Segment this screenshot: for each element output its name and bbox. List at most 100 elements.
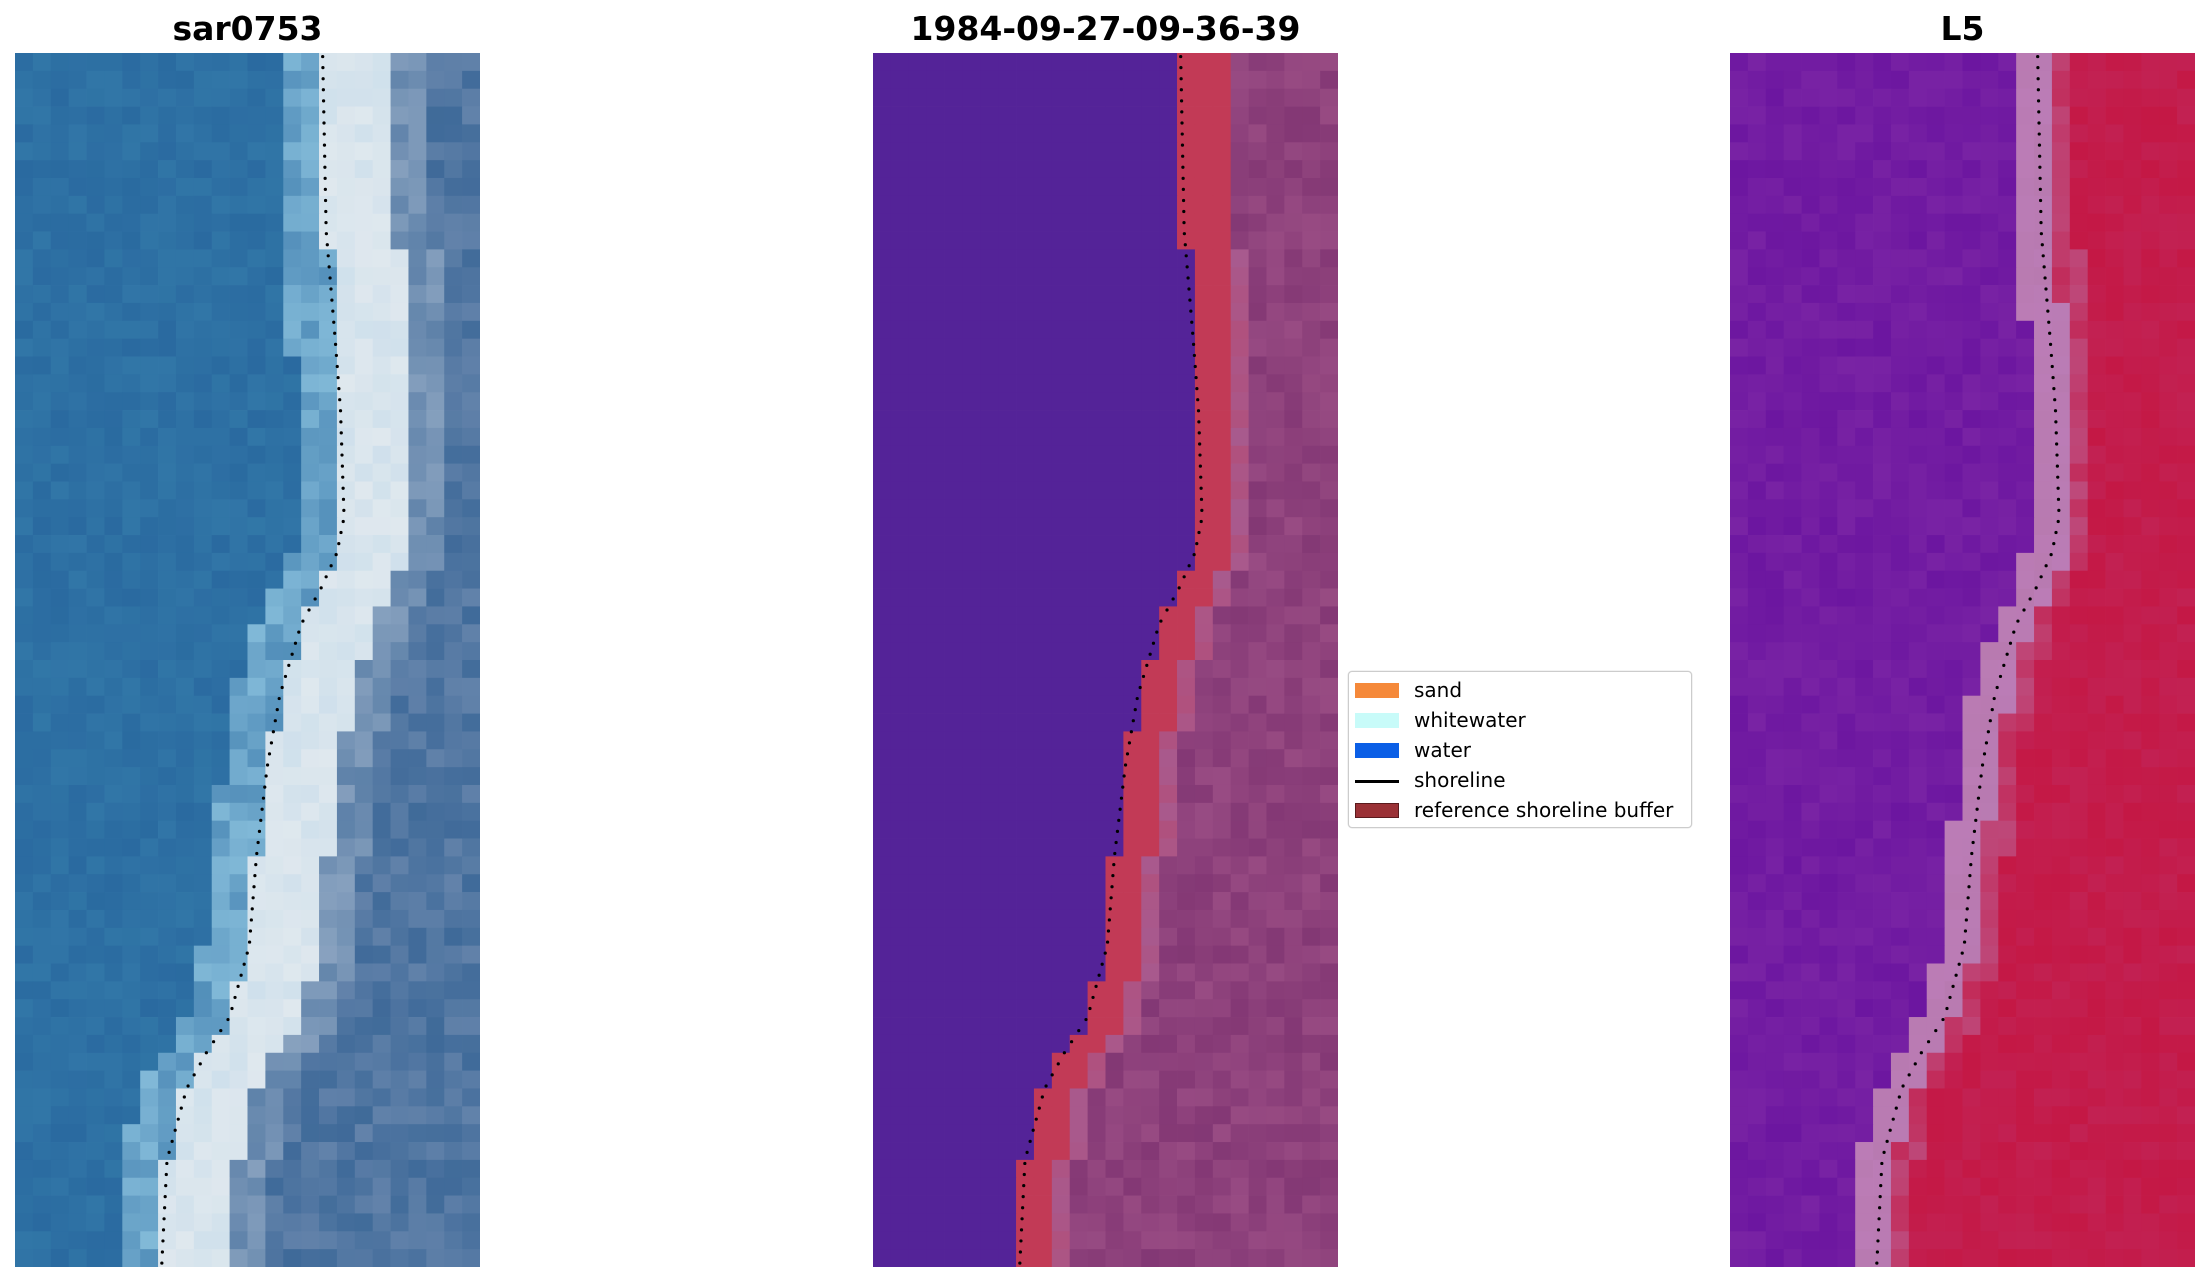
rgb-pixel xyxy=(86,1142,105,1161)
rgb-pixel xyxy=(229,767,248,786)
classification-pixel xyxy=(1284,1195,1303,1214)
classification-pixel xyxy=(1230,1052,1249,1071)
shoreline-dot xyxy=(331,309,335,313)
classification-pixel xyxy=(1266,642,1285,661)
index-pixel xyxy=(1908,70,1928,90)
rgb-pixel xyxy=(426,427,445,447)
index-pixel xyxy=(1908,695,1928,714)
classification-image-panel xyxy=(873,53,1338,1267)
classification-pixel xyxy=(1230,820,1249,839)
classification-pixel xyxy=(1051,160,1071,179)
classification-pixel xyxy=(1177,1088,1196,1107)
rgb-pixel xyxy=(336,588,356,607)
classification-pixel xyxy=(1284,410,1303,429)
rgb-pixel xyxy=(86,1034,105,1054)
shoreline-dot xyxy=(1159,619,1163,623)
shoreline-dot xyxy=(1193,364,1197,369)
classification-pixel xyxy=(926,892,945,911)
rgb-pixel xyxy=(247,927,266,947)
classification-pixel xyxy=(998,249,1017,268)
index-pixel xyxy=(2159,142,2178,161)
classification-pixel xyxy=(944,1249,963,1267)
classification-pixel xyxy=(908,677,928,697)
classification-pixel xyxy=(1248,1052,1267,1071)
classification-pixel xyxy=(944,713,963,732)
classification-pixel xyxy=(1284,392,1303,411)
index-pixel xyxy=(2069,160,2089,179)
classification-pixel xyxy=(1302,927,1321,947)
classification-pixel xyxy=(1141,1124,1160,1143)
classification-pixel xyxy=(1087,945,1106,964)
rgb-pixel xyxy=(104,481,123,500)
rgb-pixel xyxy=(390,677,409,697)
classification-pixel xyxy=(980,606,999,625)
classification-pixel xyxy=(1248,802,1267,822)
classification-pixel xyxy=(1159,1142,1178,1161)
rgb-pixel xyxy=(462,70,480,90)
rgb-pixel xyxy=(408,231,427,250)
rgb-pixel xyxy=(32,231,52,250)
classification-pixel xyxy=(1177,302,1196,322)
classification-pixel xyxy=(890,838,910,857)
classification-pixel xyxy=(1266,1052,1285,1071)
index-pixel xyxy=(1801,713,1820,732)
rgb-pixel xyxy=(158,267,177,286)
classification-pixel xyxy=(980,1249,999,1267)
classification-pixel xyxy=(1033,53,1053,72)
index-pixel xyxy=(2087,713,2106,732)
rgb-pixel xyxy=(158,856,177,875)
index-pixel xyxy=(2016,410,2035,429)
classification-pixel xyxy=(1302,213,1321,232)
index-pixel xyxy=(1747,624,1767,643)
rgb-pixel xyxy=(15,1195,34,1214)
rgb-pixel xyxy=(265,70,284,90)
classification-pixel xyxy=(1212,981,1232,1000)
index-pixel xyxy=(2105,695,2124,714)
classification-pixel xyxy=(1194,927,1214,947)
classification-pixel xyxy=(1194,1070,1214,1089)
rgb-pixel xyxy=(390,802,409,822)
classification-pixel xyxy=(1177,106,1196,125)
classification-pixel xyxy=(1177,802,1196,822)
index-pixel xyxy=(1837,445,1856,464)
classification-pixel xyxy=(1087,53,1106,72)
classification-pixel xyxy=(1284,106,1303,125)
index-pixel xyxy=(2069,856,2089,875)
rgb-pixel xyxy=(462,838,480,857)
index-pixel xyxy=(2105,88,2124,107)
rgb-pixel xyxy=(122,445,141,464)
index-pixel xyxy=(2141,302,2160,322)
classification-pixel xyxy=(1016,588,1035,607)
classification-pixel xyxy=(1016,642,1035,661)
rgb-pixel xyxy=(15,1088,34,1107)
classification-pixel xyxy=(1248,642,1267,661)
rgb-pixel xyxy=(354,624,374,643)
rgb-pixel xyxy=(211,392,230,411)
shoreline-dot xyxy=(313,597,317,601)
rgb-pixel xyxy=(122,463,141,482)
rgb-pixel xyxy=(408,820,427,839)
rgb-pixel xyxy=(444,1249,463,1267)
index-pixel xyxy=(2069,177,2089,197)
rgb-pixel xyxy=(319,481,338,500)
index-pixel xyxy=(1944,892,1963,911)
rgb-pixel xyxy=(354,267,374,286)
rgb-pixel xyxy=(32,517,52,536)
classification-pixel xyxy=(873,177,892,197)
rgb-pixel xyxy=(462,570,480,589)
classification-pixel xyxy=(1087,856,1106,875)
rgb-pixel xyxy=(68,88,87,107)
index-pixel xyxy=(1908,767,1928,786)
rgb-pixel xyxy=(15,213,34,232)
rgb-pixel xyxy=(50,927,70,947)
index-pixel xyxy=(1747,802,1767,822)
rgb-pixel xyxy=(408,517,427,536)
classification-pixel xyxy=(1016,749,1035,768)
classification-pixel xyxy=(926,838,945,857)
rgb-pixel xyxy=(193,1159,213,1179)
index-pixel xyxy=(2105,195,2124,215)
classification-pixel xyxy=(1320,1124,1338,1143)
classification-pixel xyxy=(1248,1034,1267,1054)
classification-pixel xyxy=(873,820,892,839)
classification-pixel xyxy=(1230,838,1249,857)
